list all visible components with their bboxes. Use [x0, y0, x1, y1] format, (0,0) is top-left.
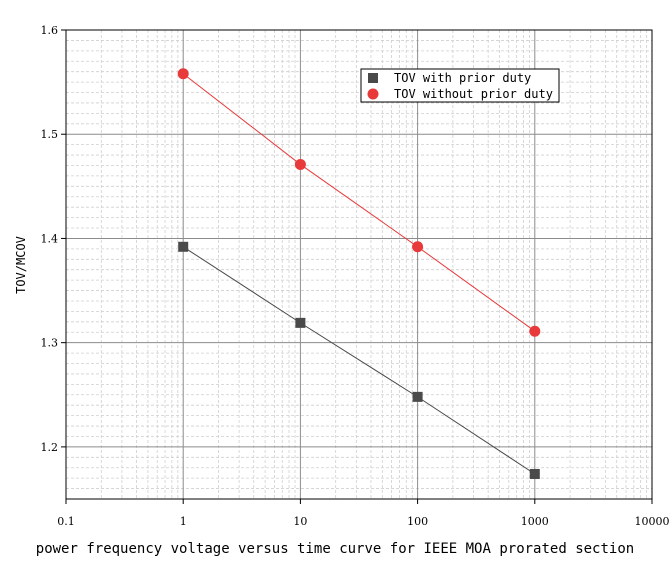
- y-tick-label: 1.2: [41, 441, 59, 454]
- data-point-circle: [294, 158, 306, 170]
- plot-frame: [65, 29, 653, 500]
- legend-marker-square: [368, 73, 378, 83]
- y-tick-label: 1.5: [41, 128, 59, 141]
- data-point-square: [295, 317, 306, 328]
- y-tick-label: 1.3: [41, 337, 59, 350]
- legend: TOV with prior duty TOV without prior dut…: [360, 68, 560, 103]
- y-tick-label: 1.6: [41, 24, 59, 37]
- x-tick-label: 10: [293, 515, 307, 528]
- data-point-square: [412, 391, 423, 402]
- data-point-square: [178, 241, 189, 252]
- data-point-circle: [177, 68, 189, 80]
- series-layer: [177, 68, 541, 479]
- chart-caption: power frequency voltage versus time curv…: [35, 541, 635, 557]
- x-tick-label: 0.1: [57, 515, 75, 528]
- x-tick-label: 1000: [521, 515, 549, 528]
- y-tick-label: 1.4: [41, 232, 59, 245]
- x-tick-label: 1: [180, 515, 187, 528]
- legend-box: [360, 68, 560, 103]
- data-point-circle: [412, 241, 424, 253]
- legend-label: TOV with prior duty: [394, 71, 531, 85]
- data-point-circle: [529, 325, 541, 337]
- x-tick-label: 10000: [635, 515, 670, 528]
- legend-marker-circle: [367, 88, 379, 100]
- axes: 0.1 1 10 100 1000 10000 1.2 1.3 1.4 1.5 1.6: [41, 24, 670, 528]
- legend-label: TOV without prior duty: [394, 87, 553, 101]
- series-line: [182, 246, 536, 475]
- plot-background: [66, 30, 652, 499]
- x-tick-label: 100: [407, 515, 428, 528]
- series-line: [182, 73, 536, 332]
- data-point-square: [529, 468, 540, 479]
- y-axis-title: TOV/MCOV: [14, 236, 28, 294]
- grid: [65, 29, 653, 499]
